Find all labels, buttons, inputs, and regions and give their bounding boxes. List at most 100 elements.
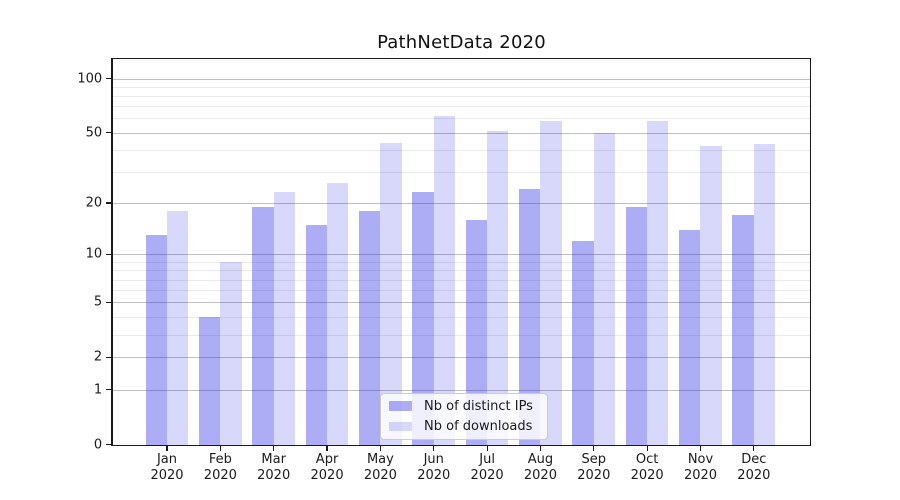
- x-tick-label-year: 2020: [257, 467, 291, 483]
- y-tick-label-2: 2: [93, 349, 103, 365]
- gridline-major-5: [112, 302, 811, 304]
- gridline-minor-60: [112, 118, 811, 120]
- bottom-spine: [111, 444, 812, 446]
- legend-item-distinct-ips: Nb of distinct IPs: [388, 397, 540, 415]
- bar-downloads-aug: [540, 121, 562, 445]
- bar-distinct-ips-may: [359, 211, 381, 445]
- x-tick-label-aug: Aug 2020: [510, 452, 570, 484]
- x-tick-label-dec: Dec 2020: [724, 452, 784, 484]
- legend-label-downloads: Nb of downloads: [424, 418, 533, 434]
- x-tick-label-apr: Apr 2020: [297, 452, 357, 484]
- y-tick-label-10: 10: [85, 246, 103, 262]
- bar-downloads-may: [380, 142, 402, 445]
- x-tick-label-year: 2020: [683, 467, 718, 483]
- x-tick-label-year: 2020: [577, 467, 611, 483]
- y-tick-label-0: 0: [93, 437, 103, 453]
- y-tick-mark-2: [106, 356, 113, 359]
- y-tick-mark-100: [106, 77, 113, 80]
- gridline-major-10: [112, 254, 811, 256]
- x-tick-label-nov: Nov 2020: [671, 452, 731, 484]
- gridline-minor-70: [112, 106, 811, 108]
- x-tick-label-year: 2020: [523, 467, 557, 483]
- x-tick-label-sep: Sep 2020: [564, 452, 624, 484]
- x-tick-label-year: 2020: [203, 467, 237, 483]
- gridline-minor-30: [112, 172, 811, 174]
- bar-downloads-nov: [700, 146, 722, 445]
- gridline-minor-8: [112, 270, 811, 272]
- y-tick-label-5: 5: [93, 294, 103, 310]
- bar-distinct-ips-feb: [198, 316, 221, 445]
- x-tick-mark-dec: [753, 445, 755, 452]
- top-spine: [111, 57, 812, 59]
- x-tick-label-year: 2020: [470, 467, 504, 483]
- x-tick-mark-may: [379, 445, 381, 452]
- x-tick-mark-jun: [433, 445, 435, 452]
- x-tick-label-feb: Feb 2020: [190, 452, 250, 484]
- x-tick-label-oct: Oct 2020: [617, 452, 677, 484]
- gridline-minor-3: [112, 334, 811, 336]
- bar-downloads-jun: [433, 115, 456, 445]
- bar-distinct-ips-sep: [572, 241, 594, 445]
- bar-distinct-ips-dec: [732, 215, 754, 445]
- gridline-major-20: [112, 203, 811, 205]
- plot-area: [111, 57, 812, 446]
- x-tick-label-jun: Jun 2020: [404, 452, 464, 484]
- bar-downloads-apr: [327, 183, 349, 445]
- gridline-minor-7: [112, 279, 811, 281]
- bar-downloads-dec: [753, 144, 776, 445]
- gridline-minor-9: [112, 261, 811, 263]
- gridline-major-1: [112, 389, 811, 391]
- x-tick-label-jul: Jul 2020: [457, 452, 517, 484]
- gridline-major-100: [112, 78, 811, 80]
- y-tick-mark-5: [106, 301, 113, 304]
- x-tick-mark-jan: [166, 445, 168, 452]
- bar-downloads-sep: [593, 132, 616, 445]
- y-tick-label-100: 100: [77, 71, 103, 86]
- x-tick-mark-sep: [593, 445, 595, 452]
- bar-downloads-jul: [487, 131, 509, 445]
- y-tick-mark-50: [106, 132, 113, 134]
- y-tick-label-50: 50: [85, 125, 103, 141]
- bar-distinct-ips-nov: [679, 229, 701, 445]
- legend-item-downloads: Nb of downloads: [388, 417, 540, 435]
- bar-downloads-mar: [273, 192, 296, 445]
- y-tick-mark-0: [106, 444, 113, 446]
- bar-downloads-jan: [166, 211, 189, 445]
- x-tick-label-year: 2020: [310, 467, 344, 483]
- bar-distinct-ips-apr: [305, 224, 328, 445]
- bar-downloads-feb: [220, 261, 242, 445]
- bar-distinct-ips-jun: [412, 192, 434, 445]
- x-tick-label-mar: Mar 2020: [244, 452, 304, 484]
- bar-distinct-ips-oct: [625, 206, 648, 445]
- gridline-major-2: [112, 357, 811, 359]
- x-tick-label-year: 2020: [363, 467, 397, 483]
- legend-swatch-downloads: [388, 421, 412, 432]
- bar-downloads-oct: [647, 121, 669, 445]
- x-tick-label-year: 2020: [630, 467, 664, 483]
- gridline-minor-40: [112, 150, 811, 152]
- x-tick-label-year: 2020: [150, 467, 184, 483]
- x-tick-label-may: May 2020: [350, 452, 410, 484]
- bar-distinct-ips-aug: [519, 189, 541, 445]
- y-tick-label-1: 1: [93, 382, 103, 398]
- x-tick-mark-jul: [486, 445, 488, 452]
- y-tick-label-20: 20: [85, 195, 103, 211]
- right-spine: [810, 58, 812, 446]
- x-tick-mark-nov: [699, 445, 702, 452]
- legend-swatch-distinct-ips: [388, 401, 412, 411]
- chart-title: PathNetData 2020: [377, 32, 546, 53]
- x-tick-mark-apr: [326, 445, 328, 452]
- y-tick-mark-10: [106, 253, 113, 255]
- gridline-minor-90: [112, 86, 811, 88]
- left-spine: [111, 58, 113, 446]
- bar-distinct-ips-mar: [252, 206, 274, 445]
- x-tick-label-year: 2020: [417, 467, 451, 483]
- bar-distinct-ips-jan: [145, 235, 167, 445]
- bar-distinct-ips-jul: [465, 219, 488, 445]
- x-tick-label-year: 2020: [737, 467, 771, 483]
- y-tick-mark-1: [106, 389, 113, 391]
- legend-label-distinct-ips: Nb of distinct IPs: [424, 398, 533, 414]
- x-tick-mark-mar: [273, 445, 275, 452]
- x-tick-mark-feb: [219, 445, 221, 452]
